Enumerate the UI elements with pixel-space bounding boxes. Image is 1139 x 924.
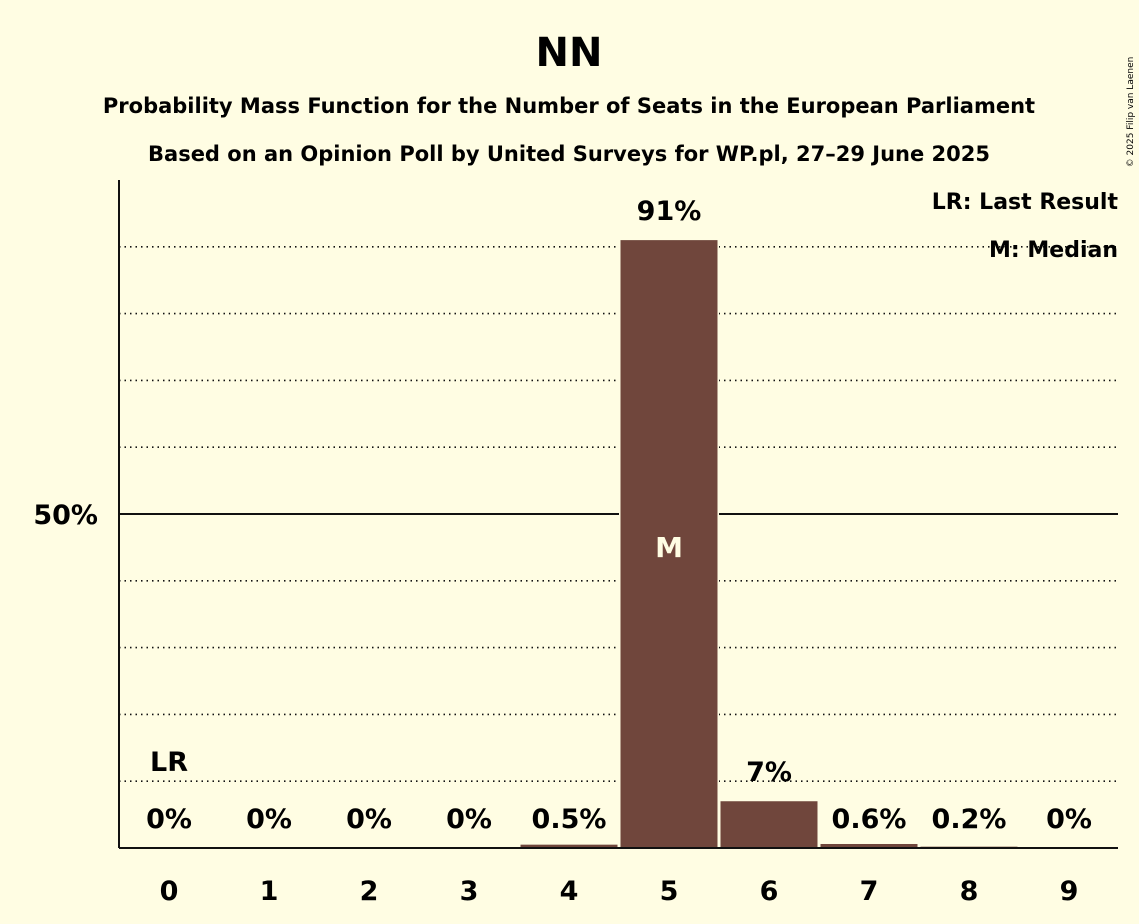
data-label: 0% bbox=[146, 804, 192, 835]
x-tick-label: 9 bbox=[1060, 876, 1079, 907]
legend-last-result: LR: Last Result bbox=[932, 190, 1119, 215]
x-tick-label: 0 bbox=[160, 876, 179, 907]
bars bbox=[519, 240, 1019, 848]
x-tick-label: 2 bbox=[360, 876, 379, 907]
bar bbox=[720, 801, 818, 848]
x-tick-label: 5 bbox=[660, 876, 679, 907]
data-label: 0.2% bbox=[932, 804, 1007, 835]
x-tick-label: 1 bbox=[260, 876, 279, 907]
x-tick-label: 4 bbox=[560, 876, 579, 907]
x-tick-label: 7 bbox=[860, 876, 879, 907]
x-tick-label: 6 bbox=[760, 876, 779, 907]
last-result-marker: LR bbox=[150, 747, 188, 778]
bar bbox=[520, 844, 618, 848]
chart-subtitle-1: Probability Mass Function for the Number… bbox=[103, 94, 1035, 118]
chart-subtitle-2: Based on an Opinion Poll by United Surve… bbox=[148, 142, 990, 166]
x-tick-label: 8 bbox=[960, 876, 979, 907]
legend-median: M: Median bbox=[989, 238, 1118, 263]
data-label: 0% bbox=[446, 804, 492, 835]
data-label: 0% bbox=[346, 804, 392, 835]
data-label: 0% bbox=[1046, 804, 1092, 835]
copyright-text: © 2025 Filip van Laenen bbox=[1126, 57, 1136, 168]
data-label: 91% bbox=[637, 196, 702, 227]
y-tick-label-50: 50% bbox=[33, 500, 98, 531]
chart-title: NN bbox=[536, 30, 603, 76]
data-labels: 0% 0% 0% 0% 0.5% 91% 7% 0.6% 0.2% 0% bbox=[146, 196, 1092, 835]
data-label: 0% bbox=[246, 804, 292, 835]
x-tick-label: 3 bbox=[460, 876, 479, 907]
bar bbox=[820, 843, 918, 848]
data-label: 0.6% bbox=[832, 804, 907, 835]
x-tick-labels: 0 1 2 3 4 5 6 7 8 9 bbox=[160, 876, 1079, 907]
median-marker: M bbox=[655, 531, 683, 564]
gridlines bbox=[119, 246, 1118, 783]
data-label: 7% bbox=[746, 757, 792, 788]
data-label: 0.5% bbox=[532, 804, 607, 835]
bar bbox=[620, 240, 718, 848]
